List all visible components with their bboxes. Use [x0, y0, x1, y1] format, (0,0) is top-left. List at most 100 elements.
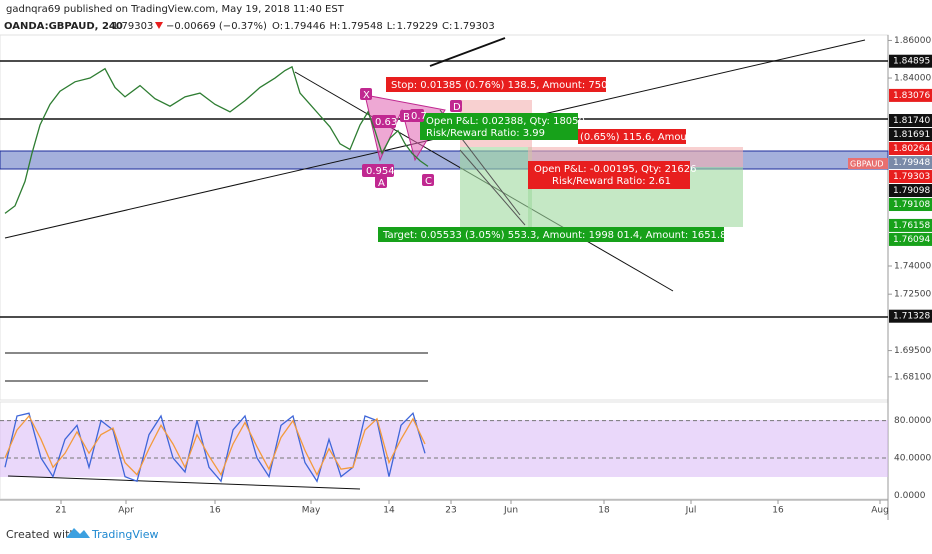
zone	[0, 150, 889, 170]
pattern-tag	[400, 110, 412, 122]
pattern	[364, 94, 446, 162]
rr-label: Risk/Reward Ratio: 3.99	[426, 128, 545, 139]
y-tick-label: 1.86000	[894, 36, 931, 46]
pattern-tag	[422, 174, 434, 186]
price-label: 1.71328	[893, 312, 930, 322]
pattern-label: C	[425, 176, 432, 187]
price-label-box	[889, 170, 932, 184]
series-line	[4, 414, 426, 477]
ohlc-value: 1.79229	[397, 21, 438, 32]
target-label: Target: 0.05533 (3.05%) 553.3, Amount: 1…	[382, 230, 630, 241]
price-label: 1.84895	[893, 57, 930, 67]
y-tick-label: 1.69500	[894, 346, 931, 356]
trend-line	[429, 37, 506, 67]
price-label: 1.79303	[893, 172, 930, 182]
path-arrow	[459, 149, 526, 226]
change: −0.00669 (−0.37%)	[166, 21, 267, 32]
y-tick-label: 1.84000	[894, 74, 931, 84]
pattern-ratio: 0.7	[411, 111, 427, 122]
pattern-tag	[360, 88, 372, 100]
pattern-tag	[450, 100, 462, 112]
price-label-box	[889, 156, 932, 170]
stoch-tick-label: 40.0000	[894, 453, 931, 463]
price-label: 1.83076	[893, 91, 930, 101]
pnl-label: Open P&L: 0.02388, Qty: 18050	[426, 116, 585, 127]
price-label-box	[889, 54, 932, 68]
rr-label: Risk/Reward Ratio: 2.61	[552, 176, 671, 187]
x-tick-label: Apr	[118, 506, 134, 516]
x-tick-label: 18	[598, 506, 610, 516]
down-arrow	[155, 22, 163, 29]
ohlc-value: 1.79446	[284, 21, 325, 32]
price-label-box	[889, 309, 932, 323]
x-tick-label: 16	[772, 506, 784, 516]
symbol: OANDA:GBPAUD, 240	[4, 21, 123, 32]
price-label: 1.79948	[893, 158, 930, 168]
pattern-label: A	[378, 178, 385, 189]
price-label: 1.76158	[893, 221, 930, 231]
ohlc-label: L:	[387, 21, 396, 32]
stop-label: Stop: 0.01385 (0.76%) 138.5, Amount: 750…	[391, 80, 623, 91]
stop-label: (0.65%) 115.6, Amount: 750	[580, 132, 723, 143]
pattern-tag	[410, 109, 424, 122]
ohlc-value: 1.79548	[341, 21, 382, 32]
target-label: 01.4, Amount: 1651.81	[617, 230, 733, 241]
pattern-tag	[362, 164, 394, 177]
price-label-box	[889, 218, 932, 232]
price-label-box	[889, 88, 932, 102]
series-line	[4, 65, 429, 214]
price-label-box	[889, 232, 932, 246]
symbol-tag-box	[848, 158, 888, 169]
stoch-tick-label: 80.0000	[894, 416, 931, 426]
header-line: OANDA:GBPAUD, 240 1.79303 −0.00669 (−0.3…	[4, 21, 267, 32]
ohlc-label: H:	[329, 21, 340, 32]
x-tick-label: 23	[445, 506, 456, 516]
y-tick-label: 1.72500	[894, 290, 931, 300]
target-box	[614, 227, 724, 242]
price-label: 1.80264	[893, 144, 930, 154]
stoch-band	[0, 420, 888, 477]
pnl-box	[528, 161, 690, 189]
price-label: 1.79108	[893, 200, 930, 210]
ohlc-label: C:	[442, 21, 452, 32]
trend-line	[7, 475, 361, 490]
pnl-box	[420, 113, 578, 140]
x-tick-label: Jun	[503, 506, 518, 516]
series-line	[4, 411, 426, 483]
price-label-box	[889, 114, 932, 128]
pattern-label: B	[403, 112, 410, 123]
y-tick-label: 1.74000	[894, 261, 931, 271]
x-tick-label: Aug	[871, 506, 889, 516]
publisher: gadnqra69 published on TradingView.com, …	[6, 4, 345, 15]
price-label-box	[889, 198, 932, 212]
ohlc-label: O:	[272, 21, 283, 32]
footer-brand: TradingView	[91, 528, 158, 541]
pattern-label: X	[363, 90, 370, 101]
stop-box	[386, 77, 606, 92]
price-label: 1.76094	[893, 235, 930, 245]
x-tick-label: Jul	[685, 506, 697, 516]
y-tick-label: 1.68100	[894, 372, 931, 382]
price-label-box	[889, 142, 932, 156]
pnl-label: Open P&L: -0.00195, Qty: 21626	[534, 164, 697, 175]
pattern-label: D	[453, 102, 461, 113]
pattern-ratio: 0.63	[375, 117, 397, 128]
footer-created: Created with	[6, 528, 76, 541]
target-zone	[460, 147, 532, 227]
price-label: 1.81740	[893, 116, 930, 126]
logo	[66, 528, 90, 538]
symbol-tag: GBPAUD	[850, 160, 884, 169]
x-tick-label: 16	[209, 506, 221, 516]
price-label-box	[889, 184, 932, 198]
ohlc-value: 1.79303	[453, 21, 494, 32]
x-tick-label: May	[302, 506, 321, 516]
pattern-tag	[375, 176, 387, 188]
price-label: 1.79098	[893, 186, 930, 196]
stop-box	[578, 129, 686, 144]
last-price: 1.79303	[112, 21, 153, 32]
x-tick-label: 14	[383, 506, 395, 516]
x-tick-label: 21	[55, 506, 66, 516]
stoch-tick-label: 0.0000	[894, 491, 926, 501]
pattern-ratio: 0.954	[366, 166, 395, 177]
